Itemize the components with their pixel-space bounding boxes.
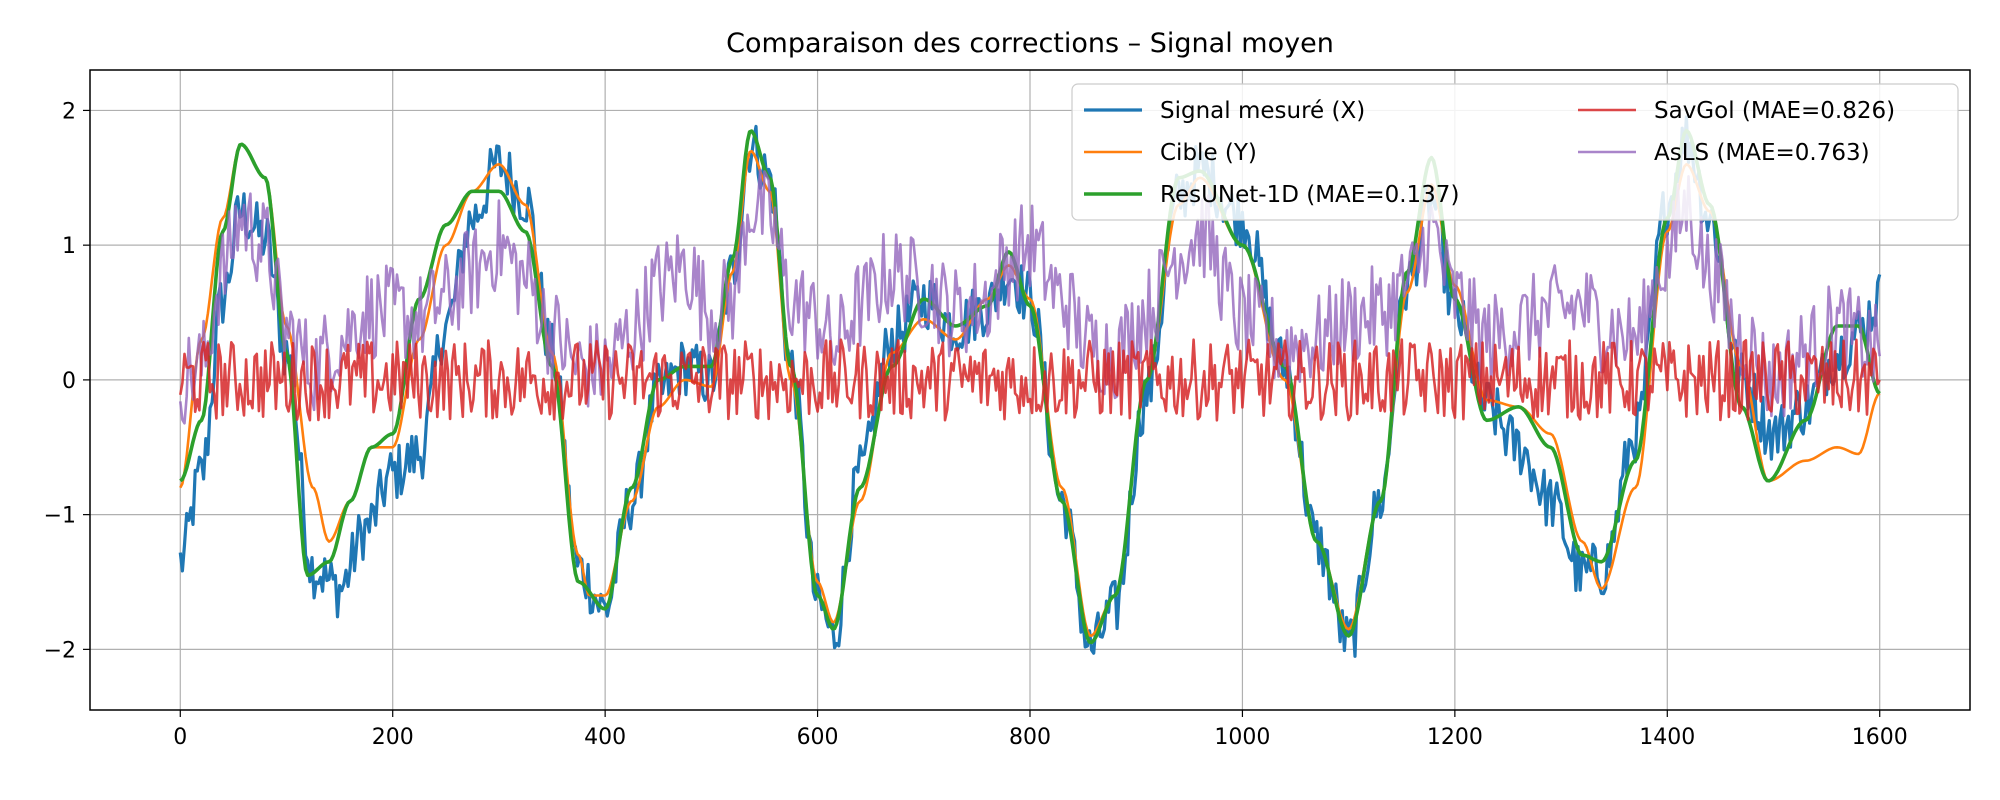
y-tick-label: 0 [62,369,76,394]
x-tick-label: 800 [1009,725,1051,750]
y-tick-label: 1 [62,234,76,259]
x-tick-label: 200 [372,725,414,750]
x-tick-label: 600 [797,725,839,750]
y-tick-label: −2 [44,638,76,663]
x-tick-label: 400 [584,725,626,750]
series-line [179,338,1881,422]
legend-box [1071,83,1959,221]
series-line [179,128,1881,645]
legend-label: Signal mesuré (X) [1160,98,1365,124]
x-tick-label: 1200 [1427,725,1483,750]
chart-title: Comparaison des corrections – Signal moy… [726,28,1334,59]
legend-label: SavGol (MAE=0.826) [1654,98,1895,124]
y-axis: −2 −1 0 1 2 [44,99,90,663]
series-line [179,143,1881,638]
y-tick-label: −1 [44,504,76,529]
x-tick-label: 0 [173,725,187,750]
legend: Signal mesuré (X) Cible (Y) ResUNet-1D (MA… [1071,83,1959,221]
x-tick-label: 1000 [1214,725,1270,750]
legend-label: Cible (Y) [1160,140,1257,166]
x-axis: 0 200 400 600 800 1000 1200 1400 1600 [173,710,1908,750]
x-tick-label: 1600 [1852,725,1908,750]
legend-label: AsLS (MAE=0.763) [1654,140,1870,166]
series-line [179,168,1881,425]
x-tick-label: 1400 [1639,725,1695,750]
y-tick-label: 2 [62,99,76,124]
plot-area [178,115,1882,658]
legend-label: ResUNet-1D (MAE=0.137) [1160,182,1459,208]
